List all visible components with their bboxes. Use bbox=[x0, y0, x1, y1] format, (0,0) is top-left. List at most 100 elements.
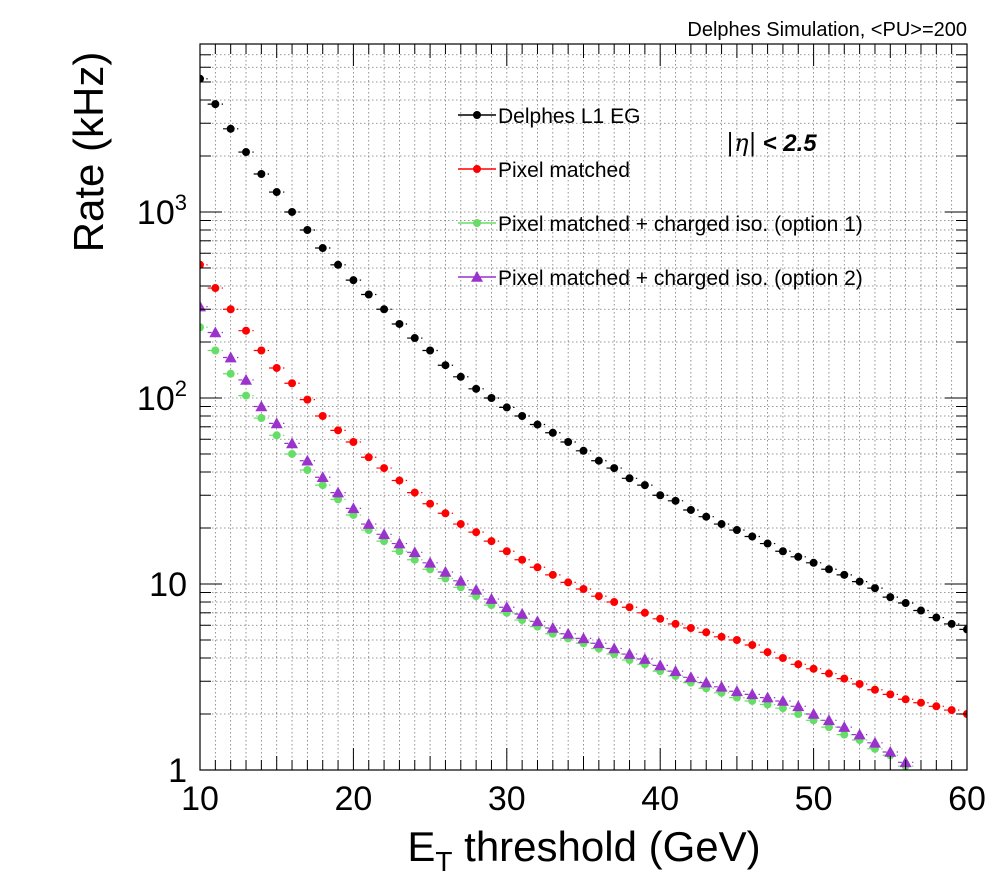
data-point bbox=[518, 555, 527, 564]
x-tick-label: 50 bbox=[795, 780, 833, 818]
data-point bbox=[288, 207, 297, 216]
data-point bbox=[840, 570, 849, 579]
data-point bbox=[288, 449, 297, 458]
data-point bbox=[318, 412, 327, 421]
data-point bbox=[824, 565, 833, 574]
data-point bbox=[855, 679, 864, 688]
data-point bbox=[822, 714, 835, 726]
data-point bbox=[763, 700, 772, 709]
data-point bbox=[380, 537, 389, 546]
data-point bbox=[671, 496, 680, 505]
data-point bbox=[870, 685, 879, 694]
data-point bbox=[855, 577, 864, 586]
data-point bbox=[702, 628, 711, 637]
data-point bbox=[610, 464, 619, 473]
data-point bbox=[794, 660, 803, 669]
legend-marker bbox=[471, 271, 483, 282]
data-point bbox=[608, 642, 621, 654]
data-point bbox=[763, 648, 772, 657]
data-point bbox=[408, 546, 421, 558]
y-axis-label: Rate (kHz) bbox=[65, 52, 112, 253]
data-point bbox=[809, 558, 818, 567]
data-point bbox=[470, 583, 483, 595]
data-point bbox=[671, 619, 680, 628]
data-point bbox=[732, 635, 741, 644]
data-point bbox=[380, 305, 389, 314]
legend-label: Delphes L1 EG bbox=[498, 105, 640, 128]
y-tick-label-base: 10 bbox=[137, 194, 175, 232]
data-point bbox=[717, 632, 726, 641]
data-point bbox=[378, 528, 391, 540]
data-point bbox=[410, 334, 419, 343]
legend-marker bbox=[473, 165, 481, 173]
data-point bbox=[640, 608, 649, 617]
data-point bbox=[700, 676, 713, 688]
data-point bbox=[824, 723, 833, 732]
data-point bbox=[395, 547, 404, 556]
data-point bbox=[610, 598, 619, 607]
y-tick-label-exponent: 2 bbox=[175, 376, 187, 401]
legend-label: Pixel matched bbox=[498, 159, 630, 182]
data-point bbox=[349, 276, 358, 285]
data-point bbox=[579, 584, 588, 593]
x-tick-label: 10 bbox=[181, 780, 219, 818]
data-point bbox=[686, 505, 695, 514]
x-axis-label-sub: T bbox=[435, 846, 452, 876]
data-point bbox=[807, 708, 820, 719]
data-point bbox=[901, 599, 910, 608]
data-point bbox=[778, 704, 787, 713]
data-point bbox=[332, 486, 345, 498]
eta-symbol: |η| bbox=[726, 129, 757, 158]
data-point bbox=[901, 695, 910, 704]
data-point bbox=[347, 502, 360, 514]
series-layer bbox=[200, 74, 967, 783]
data-point bbox=[884, 745, 897, 757]
data-point bbox=[288, 379, 297, 388]
legend-entry-1: Delphes L1 EG bbox=[458, 105, 640, 128]
data-point bbox=[240, 373, 253, 385]
data-point bbox=[763, 539, 772, 548]
y-tick-label-base: 10 bbox=[149, 566, 187, 604]
y-tick-label-base: 1 bbox=[168, 752, 187, 790]
data-point bbox=[916, 698, 925, 707]
data-point bbox=[932, 775, 940, 783]
x-tick-label: 30 bbox=[488, 780, 526, 818]
data-point bbox=[669, 665, 682, 676]
data-point bbox=[684, 671, 697, 683]
eta-cut: < 2.5 bbox=[763, 130, 818, 157]
data-point bbox=[211, 346, 220, 355]
data-point bbox=[546, 621, 559, 633]
data-point bbox=[778, 547, 787, 556]
series-2 bbox=[200, 260, 967, 719]
data-point bbox=[732, 526, 741, 535]
data-point bbox=[564, 578, 573, 587]
data-point bbox=[364, 453, 373, 462]
data-point bbox=[224, 351, 237, 363]
legend-entry-2: Pixel matched bbox=[458, 159, 630, 182]
legend-label: Pixel matched + charged iso. (option 2) bbox=[498, 267, 863, 290]
data-point bbox=[242, 391, 251, 400]
data-point bbox=[947, 619, 956, 628]
legend-entry-4: Pixel matched + charged iso. (option 2) bbox=[458, 267, 863, 290]
legend-marker bbox=[473, 111, 481, 119]
data-point bbox=[916, 606, 925, 615]
data-point bbox=[485, 593, 498, 604]
data-point bbox=[226, 124, 235, 133]
grid bbox=[200, 43, 967, 770]
data-point bbox=[715, 680, 728, 692]
data-point bbox=[426, 346, 435, 355]
data-point bbox=[748, 640, 757, 649]
data-point bbox=[564, 437, 573, 446]
legend-marker bbox=[473, 219, 481, 227]
data-point bbox=[303, 226, 312, 235]
data-point bbox=[362, 518, 375, 529]
data-point bbox=[656, 491, 665, 500]
data-point bbox=[410, 555, 419, 564]
data-point bbox=[334, 426, 343, 435]
chart-title: Delphes Simulation, <PU>=200 bbox=[687, 19, 967, 41]
data-point bbox=[441, 509, 450, 518]
data-point bbox=[211, 100, 220, 109]
data-point bbox=[776, 694, 789, 706]
data-point bbox=[702, 512, 711, 521]
